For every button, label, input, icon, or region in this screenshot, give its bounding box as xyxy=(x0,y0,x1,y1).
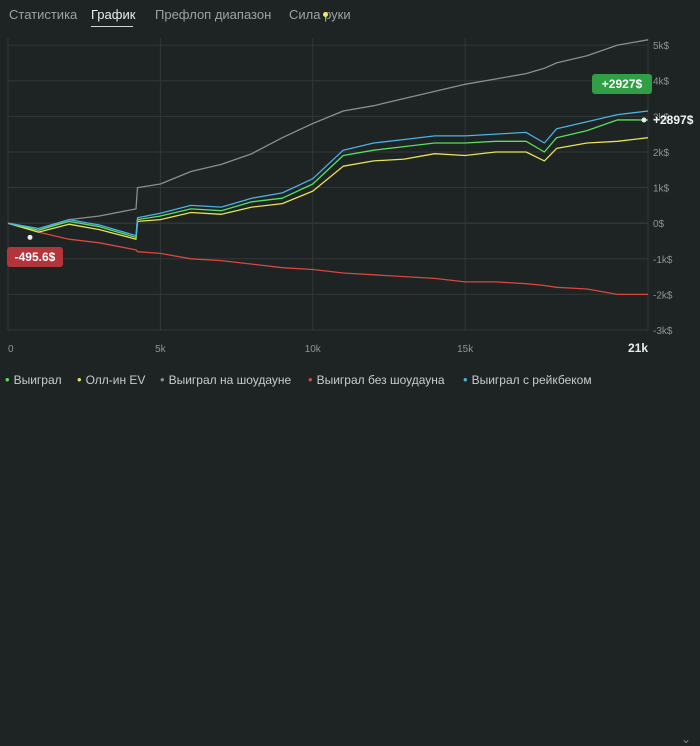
legend-marker-icon: • xyxy=(308,372,313,387)
chart-legend: • Выиграл • Олл-ин EV • Выиграл на шоудауне… xyxy=(0,366,700,746)
x-tick-label: 0 xyxy=(8,344,14,355)
y-tick-label: 0$ xyxy=(653,219,665,230)
series-line-allin_ev xyxy=(7,137,649,240)
end-value-label: +2897$ xyxy=(653,113,694,127)
x-tick-label: 15k xyxy=(457,344,474,355)
chart-grid xyxy=(7,38,649,331)
x-tick-label: 21k xyxy=(628,341,648,355)
legend-label: Олл-ин EV xyxy=(85,373,146,387)
legend-marker-icon: • xyxy=(160,372,165,387)
legend-marker-icon: • xyxy=(463,372,468,387)
y-tick-label: 1k$ xyxy=(653,184,670,195)
chevron-down-icon[interactable]: ⌄ xyxy=(681,732,692,746)
series-line-non_showdown xyxy=(7,222,648,296)
max-badge-label: +2927$ xyxy=(602,77,643,91)
active-tab-indicator xyxy=(91,26,133,27)
legend-label: Выиграл с рейкбеком xyxy=(471,373,592,387)
chart-series xyxy=(7,39,649,296)
legend-item-won[interactable]: • Выиграл xyxy=(5,372,62,387)
legend-marker-icon: • xyxy=(77,372,82,387)
y-tick-label: 4k$ xyxy=(653,77,670,88)
tab-statistics[interactable]: Статистика xyxy=(9,7,78,22)
x-tick-label: 10k xyxy=(305,344,322,355)
series-line-showdown xyxy=(7,39,649,231)
legend-item-showdown[interactable]: • Выиграл на шоудауне xyxy=(160,372,291,387)
max-badge xyxy=(592,74,652,94)
series-line-rake xyxy=(7,110,649,237)
legend-marker-icon: • xyxy=(5,372,10,387)
tab-hand-strength[interactable]: Сила руки xyxy=(289,7,351,22)
y-tick-label: -2k$ xyxy=(653,290,673,301)
series-line-won xyxy=(7,119,649,239)
x-tick-label: 5k xyxy=(155,344,167,355)
legend-label: Выиграл на шоудауне xyxy=(168,373,292,387)
x-axis-ticks: 0 5k 10k 15k 21k xyxy=(8,341,648,355)
legend-item-allin-ev[interactable]: • Олл-ин EV xyxy=(77,372,145,387)
y-tick-label: -3k$ xyxy=(653,326,673,337)
legend-item-non-showdown[interactable]: • Выиграл без шоудауна xyxy=(308,372,445,387)
y-tick-label: 2k$ xyxy=(653,148,670,159)
dot-icon xyxy=(323,12,328,17)
min-badge-label: -495.6$ xyxy=(15,250,56,264)
y-axis-ticks: 5k$ 4k$ 3k$ 2k$ 1k$ 0$ -1k$ -2k$ -3k$ xyxy=(653,41,673,337)
min-point-marker xyxy=(27,234,33,240)
min-badge xyxy=(7,247,63,267)
legend-item-rakeback[interactable]: • Выиграл с рейкбеком xyxy=(463,372,592,387)
tab-bar: Статистика График Префлоп диапазон Сила … xyxy=(0,0,700,32)
chart-badges: +2897$ +2927$ -495.6$ xyxy=(7,74,694,267)
y-tick-label: -1k$ xyxy=(653,255,673,266)
legend-label: Выиграл без шоудауна xyxy=(316,373,445,387)
end-point-marker xyxy=(641,117,647,123)
legend-label: Выиграл xyxy=(13,373,62,387)
y-tick-label: 3k$ xyxy=(653,112,670,123)
tab-preflop-range[interactable]: Префлоп диапазон xyxy=(155,7,272,22)
bankroll-chart: 5k$ 4k$ 3k$ 2k$ 1k$ 0$ -1k$ -2k$ -3k$ 0 5k 10k 15k 2… xyxy=(7,38,694,355)
tab-graph[interactable]: График xyxy=(91,7,136,22)
y-tick-label: 5k$ xyxy=(653,41,670,52)
